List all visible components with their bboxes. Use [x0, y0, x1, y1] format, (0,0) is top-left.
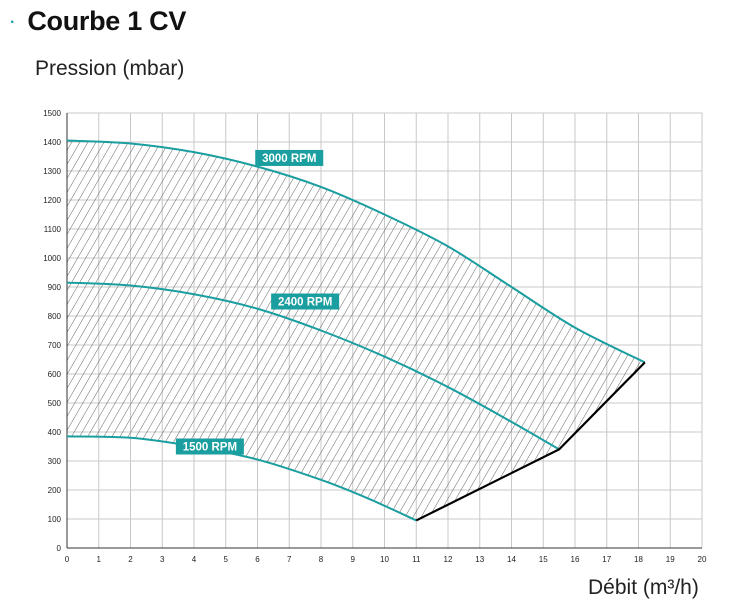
operating-region-hatch [67, 140, 645, 521]
x-tick-label: 15 [539, 555, 548, 564]
rpm-label-text: 1500 RPM [183, 442, 237, 454]
curve-2400-rpm [66, 281, 560, 451]
x-tick-label: 19 [666, 555, 675, 564]
x-tick-label: 20 [698, 555, 707, 564]
y-axis-label: Pression (mbar) [35, 57, 185, 80]
y-tick-label: 200 [48, 486, 62, 495]
x-tick-label: 7 [287, 555, 292, 564]
rpm-label-badge [271, 293, 340, 310]
y-tick-label: 800 [48, 312, 62, 321]
x-tick-label: 17 [602, 555, 611, 564]
x-tick-label: 16 [571, 555, 580, 564]
y-tick-label: 1400 [43, 138, 61, 147]
rpm-label-text: 3000 RPM [262, 153, 316, 165]
y-tick-label: 1300 [43, 167, 61, 176]
y-tick-label: 600 [48, 370, 62, 379]
y-tick-label: 1100 [44, 225, 62, 234]
curve-3000-rpm [66, 139, 646, 364]
x-tick-label: 10 [380, 555, 389, 564]
y-tick-label: 500 [48, 399, 62, 408]
title-row: · Courbe 1 CV [10, 6, 186, 37]
y-tick-label: 300 [48, 457, 62, 466]
rpm-label-badge [255, 149, 324, 166]
y-tick-label: 0 [57, 544, 62, 553]
y-tick-label: 1000 [43, 254, 61, 263]
y-tick-label: 1200 [43, 196, 61, 205]
rpm-label-badge [175, 438, 244, 455]
curve-1500-rpm [66, 435, 417, 522]
y-tick-label: 1500 [43, 109, 61, 118]
operating-limit-line [415, 361, 646, 522]
y-tick-label: 400 [48, 428, 62, 437]
x-tick-label: 4 [192, 555, 197, 564]
x-tick-label: 12 [444, 555, 453, 564]
rpm-label-text: 2400 RPM [278, 297, 332, 309]
y-tick-label: 100 [48, 515, 62, 524]
x-tick-label: 13 [475, 555, 484, 564]
x-tick-label: 11 [412, 555, 421, 564]
x-tick-label: 8 [319, 555, 324, 564]
x-tick-label: 2 [128, 555, 133, 564]
x-tick-label: 14 [507, 555, 516, 564]
x-tick-label: 3 [160, 555, 165, 564]
title-bullet: · [10, 13, 16, 31]
x-tick-label: 6 [255, 555, 260, 564]
x-tick-label: 18 [634, 555, 643, 564]
x-tick-label: 5 [224, 555, 229, 564]
x-axis-label: Débit (m³/h) [588, 576, 699, 599]
x-tick-label: 9 [351, 555, 356, 564]
x-tick-label: 1 [97, 555, 102, 564]
x-tick-label: 0 [65, 555, 70, 564]
chart-title: Courbe 1 CV [27, 6, 187, 36]
y-tick-label: 700 [48, 341, 62, 350]
y-tick-label: 900 [48, 283, 62, 292]
